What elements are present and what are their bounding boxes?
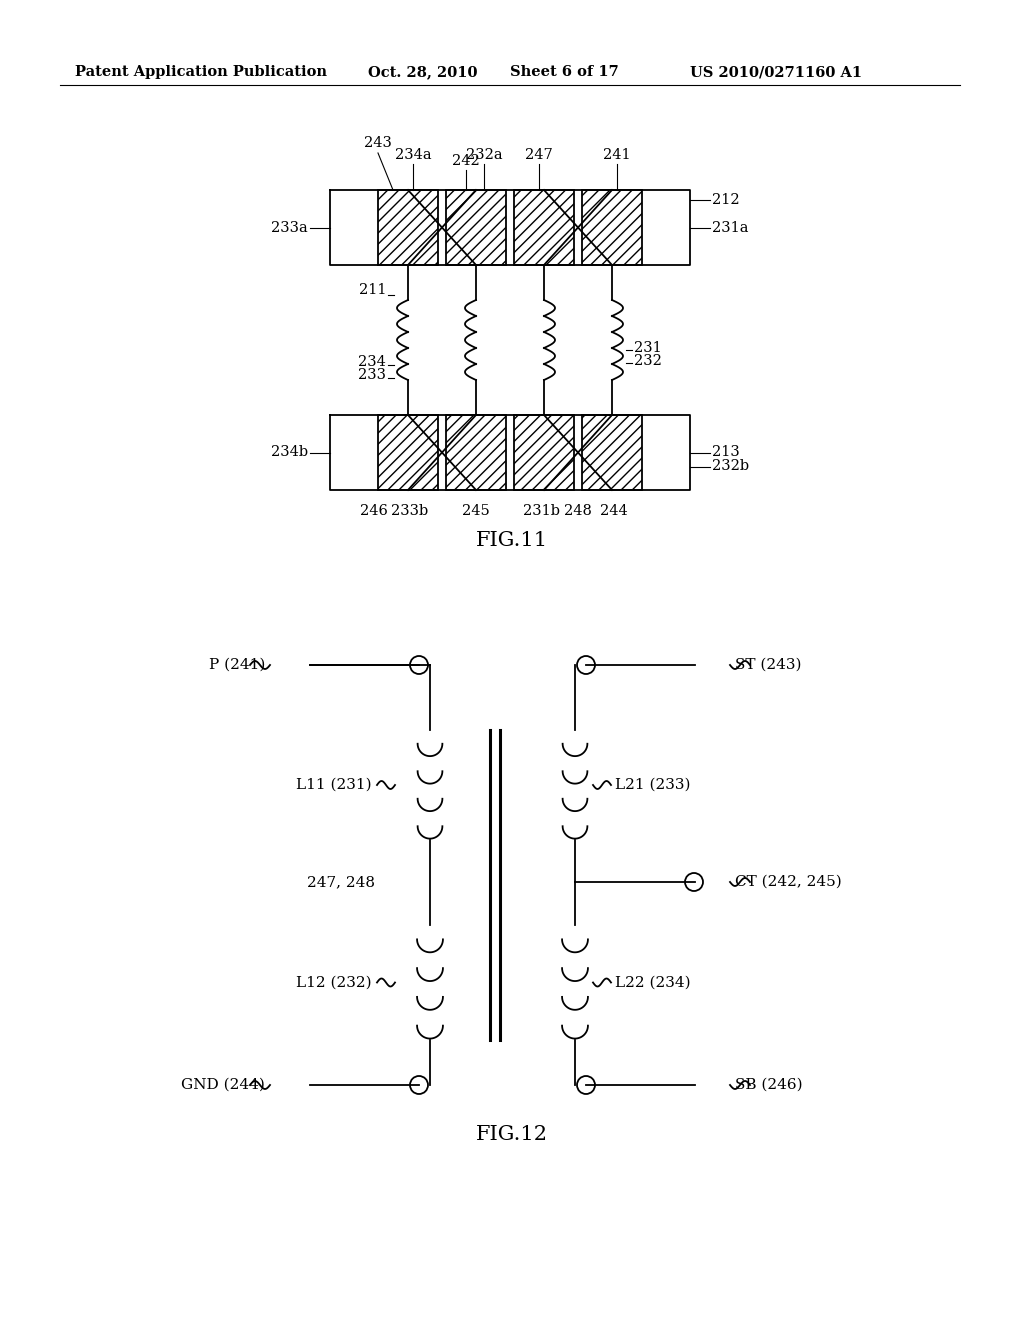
Text: P (241): P (241) <box>209 657 265 672</box>
Text: 245: 245 <box>462 504 489 517</box>
Text: US 2010/0271160 A1: US 2010/0271160 A1 <box>690 65 862 79</box>
Text: 232: 232 <box>634 354 662 368</box>
Text: 234: 234 <box>358 355 386 370</box>
Text: L11 (231): L11 (231) <box>296 777 372 792</box>
Text: ST (243): ST (243) <box>735 657 802 672</box>
Text: 213: 213 <box>712 446 739 459</box>
Text: FIG.11: FIG.11 <box>476 531 548 549</box>
Text: 232b: 232b <box>712 459 750 474</box>
Text: 233b: 233b <box>391 504 429 517</box>
Text: Oct. 28, 2010: Oct. 28, 2010 <box>368 65 477 79</box>
Text: CT (242, 245): CT (242, 245) <box>735 875 842 888</box>
Text: L22 (234): L22 (234) <box>615 975 690 990</box>
Text: 244: 244 <box>600 504 628 517</box>
Text: 243: 243 <box>365 136 392 150</box>
Text: 241: 241 <box>603 148 631 162</box>
Text: 246: 246 <box>360 504 388 517</box>
Text: Patent Application Publication: Patent Application Publication <box>75 65 327 79</box>
Text: GND (244): GND (244) <box>181 1078 265 1092</box>
Text: L21 (233): L21 (233) <box>615 777 690 792</box>
Text: 233: 233 <box>358 368 386 381</box>
Text: 242: 242 <box>453 154 480 168</box>
Text: 212: 212 <box>712 193 739 207</box>
Text: 234a: 234a <box>394 148 431 162</box>
Text: Sheet 6 of 17: Sheet 6 of 17 <box>510 65 618 79</box>
Text: L12 (232): L12 (232) <box>296 975 372 990</box>
Text: 233a: 233a <box>271 220 308 235</box>
Text: 232a: 232a <box>466 148 503 162</box>
Text: 231: 231 <box>634 341 662 355</box>
Text: 211: 211 <box>358 282 386 297</box>
Text: 234b: 234b <box>271 446 308 459</box>
Text: 247, 248: 247, 248 <box>307 875 375 890</box>
Text: 247: 247 <box>525 148 553 162</box>
Text: FIG.12: FIG.12 <box>476 1126 548 1144</box>
Text: 231a: 231a <box>712 220 749 235</box>
Text: SB (246): SB (246) <box>735 1078 803 1092</box>
Text: 231b: 231b <box>523 504 560 517</box>
Text: 248: 248 <box>564 504 592 517</box>
